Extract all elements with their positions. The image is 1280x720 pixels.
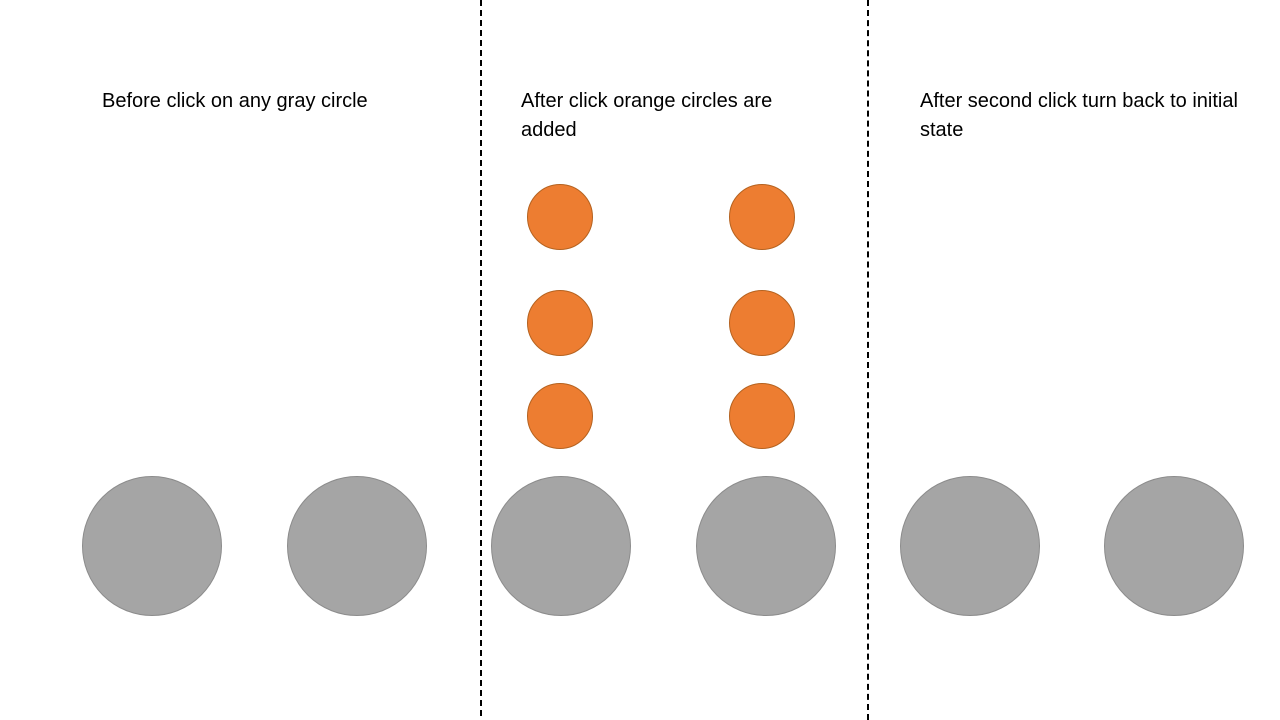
- orange-circle: [527, 184, 593, 250]
- orange-circle: [527, 290, 593, 356]
- caption-before: Before click on any gray circle: [102, 90, 368, 112]
- gray-circle[interactable]: [1104, 476, 1244, 616]
- divider-right: [867, 0, 869, 720]
- orange-circle: [729, 184, 795, 250]
- gray-circle[interactable]: [696, 476, 836, 616]
- divider-left: [480, 0, 482, 716]
- orange-circle: [729, 383, 795, 449]
- orange-circle: [729, 290, 795, 356]
- orange-circle: [527, 383, 593, 449]
- gray-circle[interactable]: [82, 476, 222, 616]
- caption-after-first-click: After click orange circles are added: [521, 90, 773, 141]
- gray-circle[interactable]: [287, 476, 427, 616]
- gray-circle[interactable]: [900, 476, 1040, 616]
- caption-after-second-click: After second click turn back to initial …: [920, 90, 1238, 141]
- gray-circle[interactable]: [491, 476, 631, 616]
